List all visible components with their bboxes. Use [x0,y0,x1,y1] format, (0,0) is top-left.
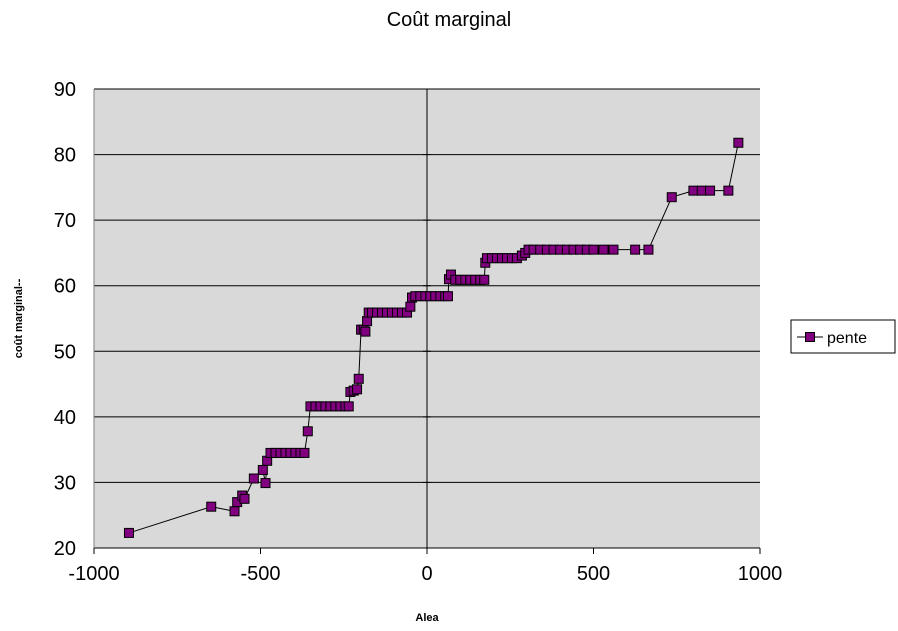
series-markers-pente [123,137,744,538]
data-point [696,185,707,196]
y-tick-label: 60 [54,276,76,298]
y-tick-label: 20 [54,538,76,560]
data-point [229,506,240,517]
data-point [353,373,364,384]
y-tick-label: 50 [54,341,76,363]
data-point [598,244,609,255]
data-point [299,447,310,458]
data-point [643,244,654,255]
data-point [705,185,716,196]
y-tick-label: 40 [54,407,76,429]
legend-marker-swatch [805,332,815,342]
data-point [666,192,677,203]
data-point [405,301,416,312]
y-tick-label: 80 [54,145,76,167]
data-point [733,137,744,148]
x-tick-label: -1000 [68,563,119,585]
axes [93,88,761,554]
data-point [688,185,699,196]
y-tick-label: 30 [54,472,76,494]
x-tick-label: 1000 [738,563,783,585]
x-axis-title: Alea [415,612,439,624]
legend: pente [790,319,896,354]
data-point [630,244,641,255]
x-tick-label: 500 [577,563,610,585]
data-point [239,493,250,504]
data-point [302,426,313,437]
x-tick-label: -500 [240,563,280,585]
y-axis-title: coût marginal-- [13,278,25,358]
data-point [352,384,363,395]
data-point [206,501,217,512]
data-point [362,316,373,327]
data-point [360,326,371,337]
y-axis-tick-labels: 20 30 40 50 60 70 80 90 [54,79,76,560]
data-point [479,274,490,285]
y-tick-label: 90 [54,79,76,101]
legend-label-pente: pente [827,330,867,347]
x-axis-tick-labels: -1000 -500 0 500 1000 [68,563,782,585]
data-point [588,244,599,255]
data-point [260,478,271,489]
data-point [248,473,259,484]
data-point [723,185,734,196]
data-point [343,401,354,412]
chart-title: Coût marginal [387,9,512,31]
data-point [608,244,619,255]
data-point [442,291,453,302]
data-point [123,527,134,538]
data-point [257,464,268,475]
y-tick-label: 70 [54,210,76,232]
x-tick-label: 0 [421,563,432,585]
